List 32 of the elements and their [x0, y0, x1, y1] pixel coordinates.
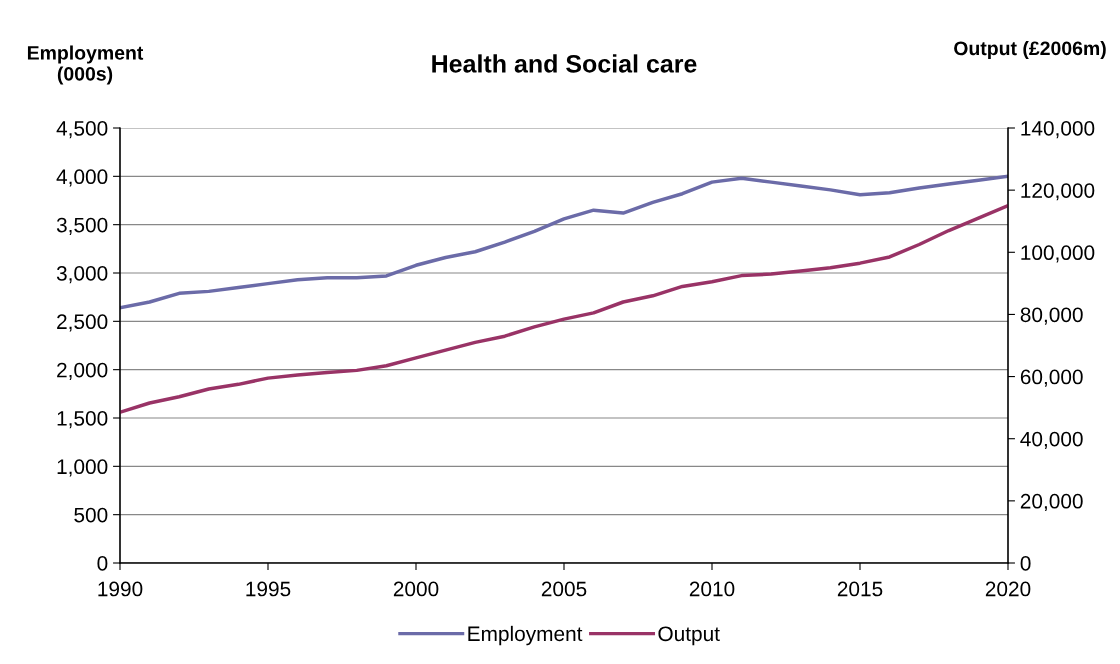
y2-axis-title: Output (£2006m) [954, 40, 1106, 60]
y-tick-label: 3,500 [56, 217, 108, 235]
y2-tick-label: 80,000 [1020, 307, 1083, 325]
y2-tick-label: 100,000 [1021, 245, 1095, 263]
x-tick-label: 1995 [246, 581, 291, 597]
y-tick-label: 4,000 [56, 169, 108, 187]
y2-tick-label: 20,000 [1020, 493, 1083, 512]
legend-label: Output [658, 626, 720, 646]
y-tick-label: 1,000 [57, 459, 108, 477]
x-tick-label: 2020 [985, 581, 1031, 597]
y-tick-label: 3,000 [56, 266, 108, 284]
x-tick-label: 2015 [837, 581, 883, 597]
y-tick-label: 2,000 [57, 362, 108, 380]
line-series [120, 203, 1008, 415]
line-series [120, 174, 1008, 310]
y2-tick-label: 120,000 [1021, 183, 1095, 201]
x-tick-label: 2000 [393, 581, 439, 597]
y2-tick-label: 140,000 [1021, 121, 1095, 139]
y2-tick-label: 0 [1020, 556, 1031, 571]
y-tick-label: 1,500 [57, 411, 108, 429]
x-tick-label: 2010 [689, 581, 735, 597]
y-tick-label: 0 [97, 556, 108, 571]
y2-tick-label: 40,000 [1020, 431, 1083, 449]
legend-label: Employment [468, 625, 583, 646]
y-tick-label: 4,500 [56, 121, 108, 139]
chart-title: Health and Social care [432, 54, 697, 73]
x-tick-label: 2005 [541, 581, 587, 597]
y2-tick-label: 60,000 [1020, 369, 1083, 387]
y-tick-label: 2,500 [57, 314, 108, 332]
y-tick-label: 500 [74, 507, 108, 523]
x-tick-label: 1990 [98, 581, 143, 597]
y-axis-title: Employment (000s) [27, 45, 144, 85]
